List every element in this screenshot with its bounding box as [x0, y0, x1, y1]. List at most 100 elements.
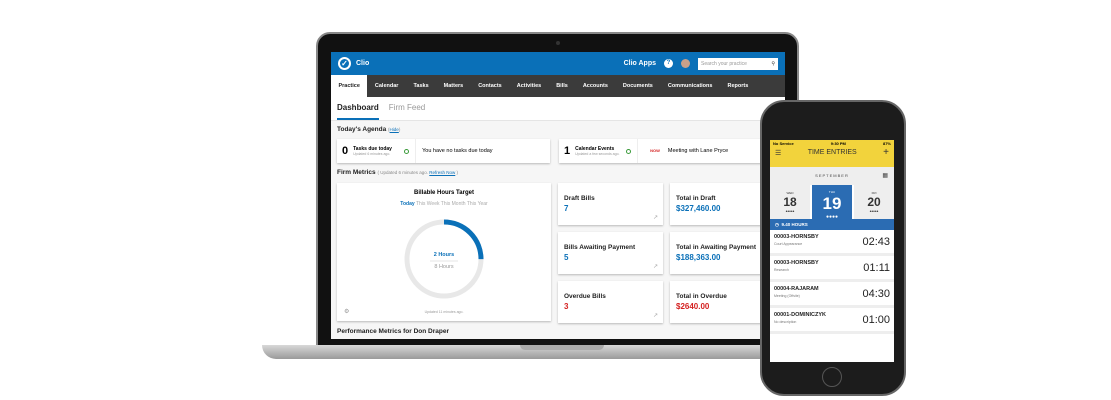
- tasks-count: 0: [342, 145, 349, 157]
- metric-label: Draft Bills: [564, 195, 595, 202]
- clio-apps-link[interactable]: Clio Apps: [623, 60, 656, 67]
- tab-dashboard[interactable]: Dashboard: [337, 97, 379, 120]
- billable-hours-card: Billable Hours Target Today This Week Th…: [337, 183, 551, 321]
- entry-matter: 00004-RAJARAM: [774, 286, 819, 292]
- metric-label: Bills Awaiting Payment: [564, 244, 636, 251]
- add-icon[interactable]: +: [883, 147, 889, 158]
- nav-practice[interactable]: Practice: [331, 75, 368, 97]
- period-today[interactable]: Today: [400, 201, 415, 207]
- tasks-message: You have no tasks due today: [415, 139, 493, 163]
- events-label: Calendar Events: [575, 146, 615, 152]
- entry-matter: 00003-HORNSBY: [774, 234, 819, 240]
- events-updated: Updated a few seconds ago.: [575, 152, 620, 156]
- current-hours: 2 Hours: [433, 252, 455, 258]
- metric-card[interactable]: Total in Awaiting Payment $188,363.00: [670, 232, 775, 274]
- menu-icon[interactable]: ☰: [775, 149, 782, 157]
- nav-bills[interactable]: Bills: [556, 83, 568, 89]
- metrics-updated: Updated 6 minutes ago.: [380, 170, 429, 175]
- entry-matter: 00003-HORNSBY: [774, 260, 819, 266]
- battery: 87%: [882, 141, 891, 146]
- nav-activities[interactable]: Activities: [516, 83, 542, 89]
- search-placeholder: Search your practice: [701, 60, 747, 67]
- day-dow: FRI: [871, 191, 877, 195]
- period-month[interactable]: This Month: [440, 201, 466, 207]
- laptop-camera: [556, 41, 560, 45]
- external-link-icon[interactable]: ↗: [652, 264, 658, 270]
- tasks-updated: Updated 6 minutes ago.: [353, 152, 391, 156]
- add-task-icon[interactable]: [404, 148, 410, 154]
- search-icon[interactable]: ⚲: [771, 60, 775, 67]
- metrics-heading: Firm Metrics: [337, 169, 376, 176]
- entry-duration: 01:00: [862, 314, 890, 326]
- period-week[interactable]: This Week: [415, 201, 440, 207]
- external-link-icon[interactable]: ↗: [652, 215, 658, 221]
- metric-card[interactable]: Total in Draft $327,460.00: [670, 183, 775, 225]
- calendar-icon[interactable]: ▦: [882, 173, 889, 179]
- nav-documents[interactable]: Documents: [622, 83, 653, 89]
- main-nav: Practice Calendar Tasks Matters Contacts…: [331, 75, 785, 97]
- search-input[interactable]: Search your practice ⚲: [698, 57, 778, 70]
- metric-value: $327,460.00: [676, 204, 721, 213]
- nav-matters[interactable]: Matters: [443, 83, 464, 89]
- clio-logo-icon[interactable]: ✓: [338, 57, 351, 70]
- tasks-card: 0 Tasks due today Updated 6 minutes ago. …: [337, 139, 550, 163]
- nav-contacts[interactable]: Contacts: [478, 83, 502, 89]
- nav-accounts[interactable]: Accounts: [582, 83, 608, 89]
- nav-reports[interactable]: Reports: [727, 83, 749, 89]
- metric-value: 3: [564, 302, 569, 311]
- metric-value: 5: [564, 253, 569, 262]
- add-event-icon[interactable]: [626, 148, 632, 154]
- now-badge: NOW: [650, 148, 660, 153]
- metric-card[interactable]: Overdue Bills 3 ↗: [558, 281, 663, 323]
- nav-calendar[interactable]: Calendar: [374, 83, 399, 89]
- entry-description: No description: [774, 320, 797, 324]
- metric-value: $188,363.00: [676, 253, 721, 262]
- help-icon[interactable]: ?: [664, 59, 673, 68]
- period-year[interactable]: This Year: [466, 201, 488, 207]
- performance-title: Performance Metrics for Don Draper: [337, 328, 449, 335]
- entry-duration: 04:30: [862, 288, 890, 300]
- events-count: 1: [564, 145, 571, 157]
- time-entry[interactable]: 00004-RAJARAM Meeting (Offsite) 04:30: [770, 282, 894, 308]
- billable-updated: Updated 11 minutes ago.: [424, 310, 464, 314]
- home-button[interactable]: [822, 367, 842, 387]
- hide-link[interactable]: Hide: [389, 127, 399, 132]
- events-card: 1 Calendar Events Updated a few seconds a…: [559, 139, 785, 163]
- day-fri[interactable]: FRI 20 •••••: [854, 185, 894, 219]
- billable-donut: [404, 219, 484, 299]
- dashboard-tabs: Dashboard Firm Feed: [331, 97, 785, 121]
- clock-icon: ◷: [775, 222, 779, 227]
- metric-card[interactable]: Draft Bills 7 ↗: [558, 183, 663, 225]
- metric-value: 7: [564, 204, 569, 213]
- day-dow: WED: [786, 191, 794, 195]
- metric-value: $2640.00: [676, 302, 710, 311]
- event-message[interactable]: Meeting with Lane Pryce: [667, 148, 729, 154]
- tab-firm-feed[interactable]: Firm Feed: [388, 103, 426, 112]
- nav-communications[interactable]: Communications: [667, 83, 713, 89]
- day-thu[interactable]: THU 19 ●●●●: [810, 182, 854, 220]
- refresh-link[interactable]: Refresh Now: [429, 170, 456, 175]
- metric-label: Total in Draft: [676, 195, 716, 202]
- month-label: SEPTEMBER: [815, 173, 849, 178]
- carrier: No Service: [773, 141, 794, 146]
- phone-title: TIME ENTRIES: [807, 149, 857, 156]
- time-entry[interactable]: 00003-HORNSBY Court Appearance 02:43: [770, 230, 894, 256]
- time-entry[interactable]: 00003-HORNSBY Research 01:11: [770, 256, 894, 282]
- phone-screen: No Service 9:30 PM 87% ☰ TIME ENTRIES + SEPT…: [770, 140, 894, 362]
- day-wed[interactable]: WED 18 •••••: [770, 185, 810, 219]
- metric-label: Total in Overdue: [676, 293, 727, 300]
- metric-card[interactable]: Bills Awaiting Payment 5 ↗: [558, 232, 663, 274]
- top-header: ✓ Clio Clio Apps ? Search your practice ⚲: [331, 52, 785, 75]
- avatar[interactable]: [681, 59, 690, 68]
- nav-tasks[interactable]: Tasks: [413, 83, 429, 89]
- metric-card[interactable]: Total in Overdue $2640.00: [670, 281, 775, 323]
- tasks-label: Tasks due today: [353, 146, 392, 152]
- laptop-base: [262, 345, 862, 359]
- time-entry[interactable]: 00001-DOMINICZYK No description 01:00: [770, 308, 894, 334]
- settings-gear-icon[interactable]: ⚙: [344, 309, 350, 315]
- entry-description: Meeting (Offsite): [774, 294, 800, 298]
- metrics-title: Firm Metrics ( Updated 6 minutes ago. Re…: [337, 169, 459, 176]
- day-num: 19: [822, 194, 842, 213]
- donut-progress: [404, 219, 484, 299]
- external-link-icon[interactable]: ↗: [652, 313, 658, 319]
